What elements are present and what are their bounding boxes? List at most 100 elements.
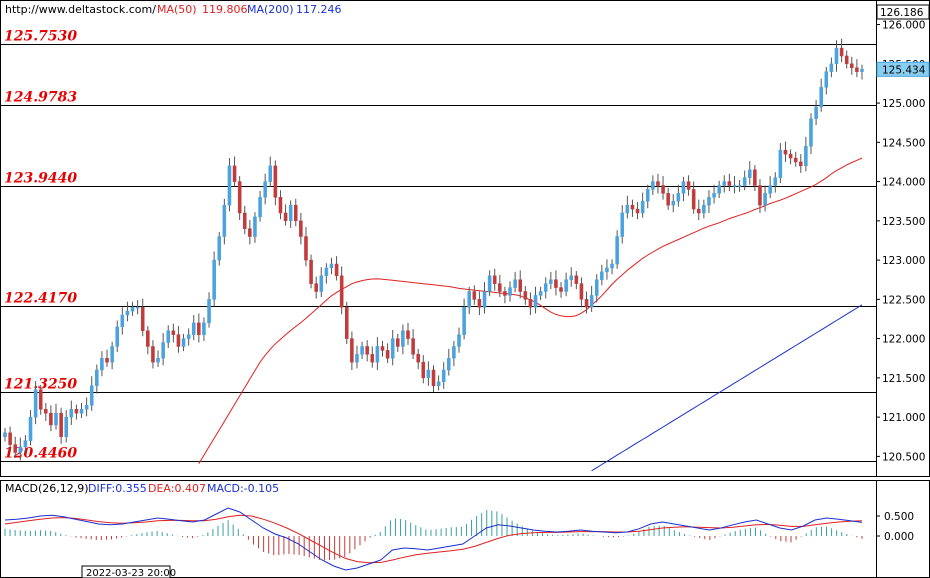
candle-body [263,181,267,198]
candle-body [197,322,201,335]
candle-body [44,409,48,414]
candle-body [574,275,579,284]
candle-body [605,267,609,273]
candle-body [702,204,706,214]
macd-ticks: 0.500 0.000 [876,511,914,543]
candle-body [722,181,727,186]
candle-body [365,346,369,355]
candle-body [248,228,252,237]
candle-body [406,330,410,339]
candle-body [645,189,650,202]
candle-body [671,200,676,206]
candle-body [355,354,359,363]
candle-body [222,204,227,237]
candle-body [146,330,150,347]
macd-diff-label: DIFF:0.355 [88,482,147,495]
candle-body [503,291,507,296]
candle-body [375,346,380,363]
candle-body [38,389,43,410]
candle-body [589,295,594,308]
source-label: http://www.deltastock.com/ [5,3,156,16]
candle-body [681,181,686,194]
candle-body [8,432,12,445]
candle-body [89,385,94,406]
ma200-line-group [591,304,863,472]
candle-body [538,291,543,296]
candle-body [191,322,196,335]
candle-body [712,193,716,198]
ma200-label: MA(200) [247,3,294,16]
candle-body [640,200,645,214]
candle-body [666,193,670,206]
candle-body [232,165,237,182]
top-price-label: 126.186 [880,7,924,19]
candle-body [855,67,859,72]
candle-body [140,306,145,332]
candle-body [498,283,502,292]
candle-body [763,193,767,206]
candle-body [28,416,33,441]
candle-body [100,357,104,371]
candle-body [421,361,426,379]
candle-body [161,342,165,359]
candle-body [380,346,385,351]
candle-body [778,149,783,178]
macd-value-label: MACD:-0.105 [207,482,279,495]
candle-body [370,354,375,363]
candle-body [237,181,242,214]
candle-body [3,432,7,437]
candle-body [227,165,232,206]
candle-body [69,409,74,418]
candle-body [13,444,17,453]
candle-body [630,204,635,210]
candle-body [447,357,451,371]
candle-body [59,412,63,437]
candle-body [329,263,334,269]
macd-indicator [4,507,863,571]
candle-body [334,263,339,277]
date-tag [81,565,171,578]
candle-body [533,295,538,308]
candle-body [309,259,313,284]
macd-tick-label: 0.500 [884,511,914,523]
macd-diff-line [4,507,863,571]
ma50-label: MA(50) [157,3,197,16]
candle-body [120,314,125,328]
candle-body [49,412,53,426]
candle-body [610,263,614,269]
candle-body [436,381,441,386]
candle-body [834,47,839,65]
candle-body [217,236,222,261]
candle-body [283,212,288,222]
candle-body [753,169,757,186]
candle-body [23,440,28,448]
price-tick-label: 125.000 [882,98,925,110]
candle-body [314,283,318,292]
candle-body [727,181,732,186]
price-tick-label: 122.000 [882,334,925,346]
candle-body [396,338,400,347]
candle-body [747,169,752,178]
candle-body [768,185,772,194]
candle-body [477,299,482,308]
candle-body [186,334,191,339]
candle-body [242,212,247,229]
candle-body [625,204,630,214]
candle-body [350,338,354,363]
candle-body [64,416,68,437]
candle-body [482,291,487,308]
candle-body [543,283,548,292]
candle-body [860,69,864,72]
candle-body [431,369,436,386]
level-label: 122.4170 [4,291,77,307]
price-axis [876,0,930,477]
candle-body [656,181,660,186]
candle-body [319,275,324,292]
candle-body [299,220,303,237]
candle-body [839,47,844,57]
candle-body [742,177,747,186]
candle-body [615,236,619,265]
candle-body [18,446,23,453]
candle-body [584,299,589,308]
